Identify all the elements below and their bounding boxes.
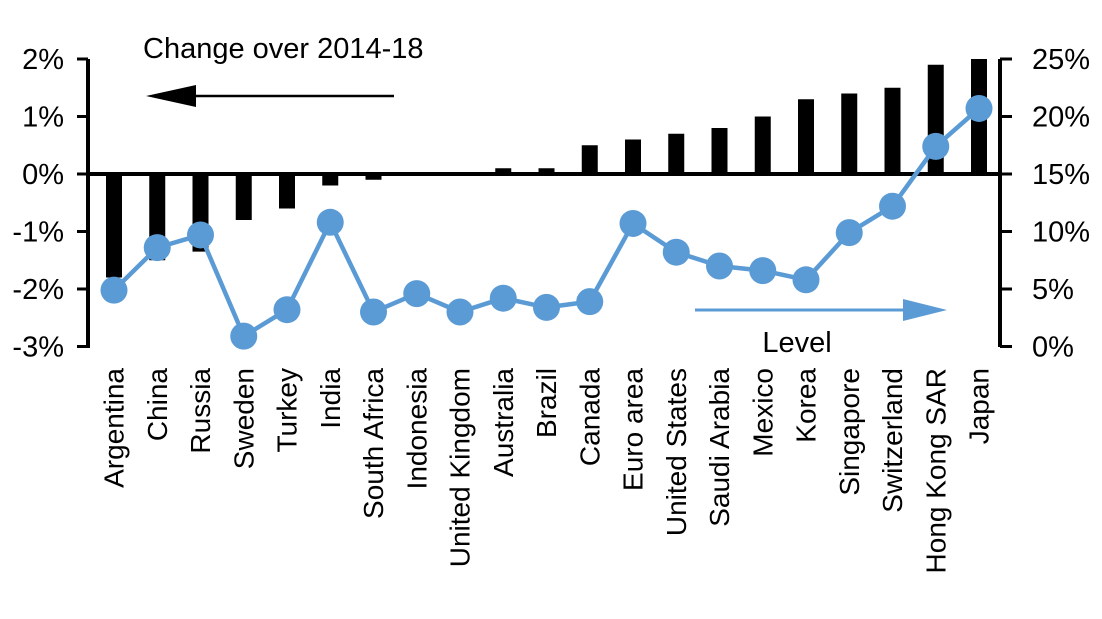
level-marker-switzerland bbox=[879, 192, 906, 220]
left-axis-tick-label: 0% bbox=[22, 159, 64, 191]
level-marker-saudi-arabia bbox=[706, 252, 733, 280]
level-marker-sweden bbox=[230, 322, 258, 350]
x-label-singapore: Singapore bbox=[834, 368, 865, 496]
bar-sweden bbox=[235, 174, 252, 220]
x-label-canada: Canada bbox=[574, 368, 605, 467]
x-label-china: China bbox=[142, 368, 173, 442]
bar-mexico bbox=[754, 116, 771, 174]
x-label-mexico: Mexico bbox=[747, 368, 778, 457]
right-axis-tick-label: 15% bbox=[1032, 159, 1090, 191]
level-marker-united-states bbox=[662, 238, 690, 266]
level-marker-united-kingdom bbox=[446, 298, 474, 326]
x-label-korea: Korea bbox=[791, 368, 822, 443]
level-arrow-head bbox=[903, 299, 947, 321]
level-marker-hong-kong-sar bbox=[922, 132, 950, 160]
level-marker-singapore bbox=[835, 219, 863, 247]
x-label-australia: Australia bbox=[488, 368, 519, 477]
x-label-russia: Russia bbox=[185, 368, 216, 454]
x-label-indonesia: Indonesia bbox=[401, 368, 432, 490]
left-axis-tick-label: 2% bbox=[22, 44, 64, 76]
level-marker-canada bbox=[576, 288, 604, 316]
level-marker-china bbox=[143, 234, 171, 262]
level-marker-turkey bbox=[273, 296, 301, 324]
right-axis-tick-label: 25% bbox=[1032, 44, 1090, 76]
bar-korea bbox=[798, 99, 814, 174]
x-label-turkey: Turkey bbox=[272, 368, 303, 453]
bar-united-states bbox=[668, 133, 685, 174]
bar-singapore bbox=[841, 93, 858, 174]
level-marker-japan bbox=[965, 94, 993, 122]
left-axis-tick-label: -3% bbox=[12, 332, 64, 364]
x-label-south-africa: South Africa bbox=[358, 368, 389, 519]
bar-switzerland bbox=[884, 87, 901, 174]
bar-south-africa bbox=[365, 174, 382, 180]
x-label-brazil: Brazil bbox=[531, 368, 562, 438]
right-axis-tick-label: 10% bbox=[1032, 217, 1090, 249]
level-series-label: Level bbox=[762, 327, 832, 359]
level-marker-australia bbox=[489, 284, 517, 312]
bar-euro-area bbox=[625, 139, 641, 174]
bar-saudi-arabia bbox=[711, 128, 728, 174]
left-axis-tick-label: 1% bbox=[22, 102, 64, 134]
change-series-label: Change over 2014-18 bbox=[143, 33, 424, 65]
x-label-sweden: Sweden bbox=[228, 368, 259, 469]
x-label-argentina: Argentina bbox=[99, 368, 130, 488]
right-axis-tick-label: 5% bbox=[1032, 274, 1074, 306]
left-axis-tick-label: -1% bbox=[12, 217, 64, 249]
x-label-hong-kong-sar: Hong Kong SAR bbox=[920, 368, 951, 573]
x-label-united-states: United States bbox=[661, 368, 692, 536]
level-marker-mexico bbox=[749, 257, 777, 285]
level-marker-south-africa bbox=[360, 298, 387, 326]
bar-australia bbox=[495, 168, 512, 174]
level-marker-argentina bbox=[100, 276, 128, 304]
bar-india bbox=[322, 174, 339, 186]
level-marker-indonesia bbox=[403, 280, 431, 308]
x-label-euro-area: Euro area bbox=[618, 368, 649, 491]
x-label-switzerland: Switzerland bbox=[877, 368, 908, 513]
bar-brazil bbox=[538, 168, 555, 174]
level-marker-russia bbox=[187, 221, 214, 249]
level-marker-euro-area bbox=[619, 209, 647, 237]
bar-argentina bbox=[106, 174, 122, 278]
level-marker-korea bbox=[792, 266, 820, 294]
right-axis-tick-label: 20% bbox=[1032, 102, 1090, 134]
bar-turkey bbox=[279, 174, 295, 209]
x-label-japan: Japan bbox=[964, 368, 995, 444]
bar-canada bbox=[581, 145, 598, 174]
left-axis-tick-label: -2% bbox=[12, 274, 64, 306]
change-arrow-head bbox=[146, 85, 196, 107]
right-axis-tick-label: 0% bbox=[1032, 332, 1074, 364]
x-label-united-kingdom: United Kingdom bbox=[445, 368, 476, 567]
level-marker-india bbox=[316, 208, 344, 236]
level-marker-brazil bbox=[533, 293, 560, 321]
x-label-saudi-arabia: Saudi Arabia bbox=[704, 368, 735, 527]
x-label-india: India bbox=[315, 368, 346, 429]
